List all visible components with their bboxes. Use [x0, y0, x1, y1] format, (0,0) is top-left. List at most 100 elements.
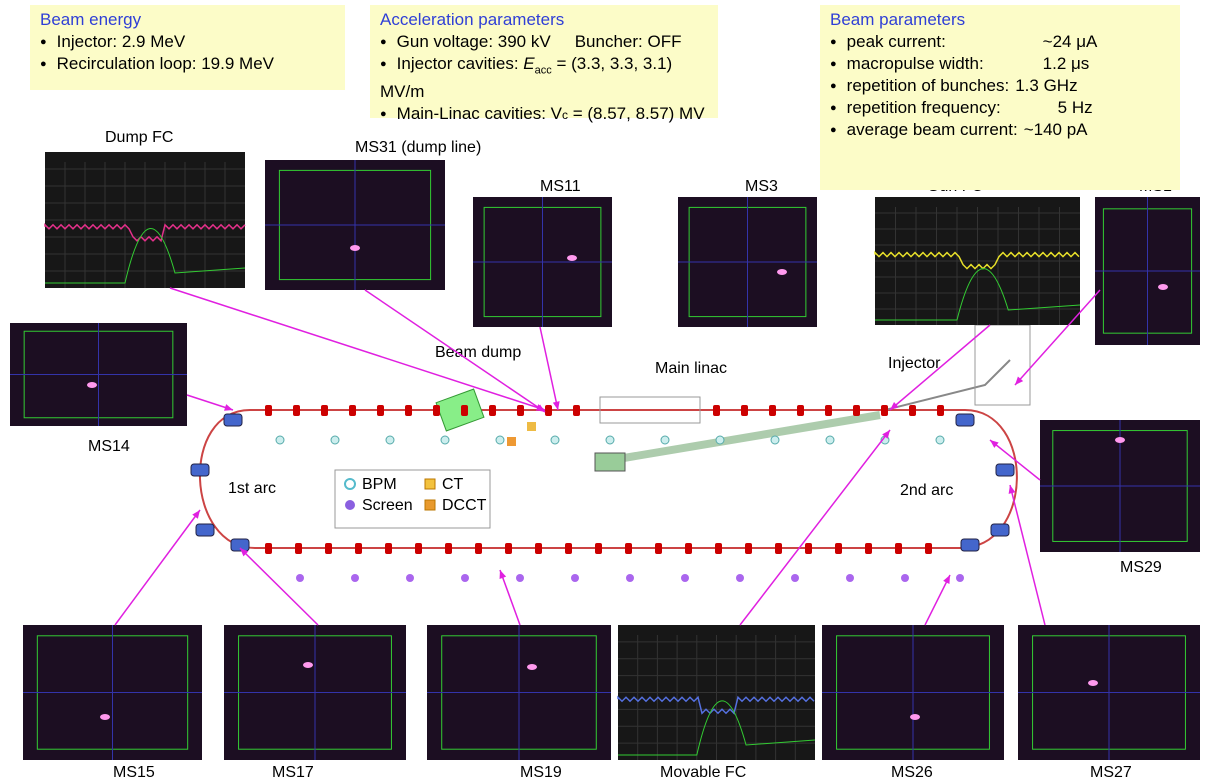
arrow-head [536, 404, 545, 412]
text: 5 Hz [1057, 98, 1093, 117]
monitor-panel: MS17 [224, 547, 406, 780]
scope-trace [618, 700, 816, 756]
screen [461, 574, 469, 582]
arrow-head [943, 575, 950, 584]
dcct [507, 437, 516, 446]
magnet [565, 543, 572, 554]
magnet [321, 405, 328, 416]
bpm [660, 435, 670, 445]
panel-label: MS29 [1120, 559, 1162, 576]
panel-label: MS15 [113, 764, 155, 780]
magnet [655, 543, 662, 554]
linac-cryo [599, 396, 701, 424]
legend-box [334, 469, 491, 529]
magnet [881, 405, 888, 416]
text: c [562, 108, 568, 123]
screen [296, 574, 304, 582]
beam-spot [777, 269, 787, 275]
panel-label: MS14 [88, 438, 130, 455]
injector-line [884, 359, 1011, 411]
magnet [489, 405, 496, 416]
bpm [440, 435, 450, 445]
injector-block [974, 324, 1031, 406]
arrow-head [890, 401, 899, 410]
arrow-head [552, 401, 560, 410]
acceleration-box: Acceleration parameters Gun voltage: 390… [370, 5, 718, 123]
magnet [475, 543, 482, 554]
beam-spot [567, 255, 577, 261]
item: repetition of bunches: 1.3 GHz [830, 75, 1170, 97]
beam-energy-box: Beam energy Injector: 2.9 MeV Recirculat… [30, 5, 345, 90]
magnet [445, 543, 452, 554]
item: macropulse width: 1.2 μs [830, 53, 1170, 75]
legend-icon [424, 499, 436, 511]
magnet [805, 543, 812, 554]
item: Recirculation loop: 19.9 MeV [40, 53, 335, 75]
magnet [865, 543, 872, 554]
magnet [573, 405, 580, 416]
bend-magnet [955, 413, 975, 427]
magnet [937, 405, 944, 416]
pointer-arrow [169, 287, 546, 411]
bend-magnet [960, 538, 980, 552]
monitor-panel: MS26 [822, 574, 1004, 780]
magnet [433, 405, 440, 416]
scope-trace [617, 695, 815, 715]
screen [626, 574, 634, 582]
bend-magnet [223, 413, 243, 427]
text: = (8.57, 8.57) MV [568, 104, 705, 124]
bend-magnet [195, 523, 215, 537]
arrow-head [1015, 376, 1024, 385]
bpm [550, 435, 560, 445]
monitor-panel: MS27 [1008, 484, 1200, 780]
beam-spot [87, 382, 97, 388]
pointer-arrow [889, 324, 991, 411]
monitor-panel: Gun FC [874, 178, 1081, 411]
bend-magnet [995, 463, 1015, 477]
beam-spot [1115, 437, 1125, 443]
item: Injector cavities: Eacc = (3.3, 3.3, 3.1… [380, 53, 708, 103]
panel-label: MS11 [540, 178, 581, 195]
pointer-arrow [1009, 484, 1046, 626]
bend-magnet [230, 538, 250, 552]
box-title: Acceleration parameters [380, 10, 565, 29]
monitor-panel: Movable FC [617, 429, 891, 780]
panel-label: MS17 [272, 764, 314, 780]
beam-line [198, 409, 1018, 549]
beam-dump [435, 388, 485, 432]
magnet [825, 405, 832, 416]
magnet [517, 405, 524, 416]
arrow-head [192, 510, 200, 519]
legend-label: DCCT [442, 497, 487, 514]
text: repetition frequency: [846, 98, 1001, 117]
beam-spot [527, 664, 537, 670]
screen [516, 574, 524, 582]
pointer-arrow [364, 289, 546, 413]
text: ~24 μA [1042, 32, 1098, 51]
region-label: Main linac [655, 360, 727, 377]
legend-icon [344, 478, 356, 490]
text: = (3.3, 3.3, 3.1) MV/m [380, 54, 673, 102]
magnet [461, 405, 468, 416]
beam-parameters-box: Beam parameters peak current: ~24 μA macro… [820, 5, 1180, 190]
magnet [545, 405, 552, 416]
box-title: Beam energy [40, 10, 142, 29]
panel-label: MS19 [520, 764, 562, 780]
text: Main-Linac cavities: V [396, 104, 562, 124]
legend-icon [424, 478, 436, 490]
text: E [523, 54, 535, 73]
legend-label: CT [442, 476, 464, 493]
magnet [293, 405, 300, 416]
bend-magnet [190, 463, 210, 477]
beam-spot [303, 662, 313, 668]
scope-trace [874, 250, 1080, 270]
magnet [925, 543, 932, 554]
pointer-arrow [239, 547, 319, 626]
arrow-head [499, 570, 507, 579]
item: Gun voltage: 390 kV Buncher: OFF [380, 31, 708, 53]
magnet [713, 405, 720, 416]
pointer-arrow [1014, 289, 1101, 386]
arrow-head [882, 430, 890, 439]
panel-label: MS3 [745, 178, 778, 195]
